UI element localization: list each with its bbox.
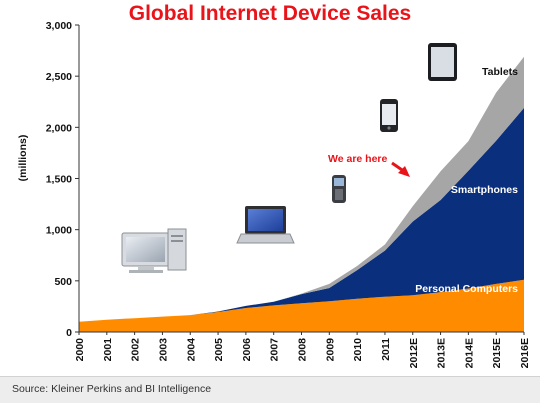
x-tick-label: 2015E (491, 338, 503, 368)
feature-phone-icon (332, 175, 346, 203)
x-tick-label: 2006 (241, 338, 253, 362)
x-tick-label: 2009 (324, 338, 336, 362)
y-tick-label: 0 (66, 327, 72, 339)
y-tick-labels: 0 500 1,000 1,500 2,000 2,500 3,000 (46, 20, 72, 339)
area-personal-computers (79, 279, 524, 332)
x-tick-label: 2005 (213, 338, 225, 362)
x-tick-label: 2014E (463, 338, 475, 368)
chart-title: Global Internet Device Sales (128, 2, 412, 25)
x-tick-label: 2008 (297, 338, 309, 362)
y-axis-label: (millions) (17, 135, 29, 182)
series-label-personal-computers: Personal Computers (415, 283, 518, 295)
annotation-arrow (391, 161, 410, 177)
area-layers (79, 56, 524, 332)
desktop-computer-icon (121, 228, 187, 273)
x-tick-label: 2016E (519, 338, 531, 368)
x-tick-label: 2002 (130, 338, 142, 362)
axes (75, 24, 525, 335)
x-tick-label: 2004 (185, 338, 197, 362)
x-tick-label: 2000 (74, 338, 86, 362)
series-label-smartphones: Smartphones (451, 184, 518, 196)
x-tick-label: 2012E (408, 338, 420, 368)
area-smartphones (79, 107, 524, 322)
x-tick-label: 2013E (436, 338, 448, 368)
y-tick-label: 3,000 (46, 20, 72, 32)
y-tick-label: 500 (54, 276, 72, 288)
x-tick-labels: 2000 2001 2002 2003 2004 2005 2006 2007 2008 2009… (74, 338, 531, 369)
x-tick-label: 2011 (380, 338, 392, 361)
x-tick-label: 2010 (352, 338, 364, 362)
x-tick-label: 2007 (269, 338, 281, 362)
area-tablets (79, 56, 524, 322)
y-tick-label: 2,500 (46, 71, 72, 83)
series-label-tablets: Tablets (482, 66, 518, 78)
y-tick-label: 2,000 (46, 122, 72, 134)
y-tick-label: 1,000 (46, 225, 72, 237)
we-are-here-annotation: We are here (328, 153, 387, 165)
x-tick-label: 2001 (102, 338, 114, 362)
source-note: Source: Kleiner Perkins and BI Intellige… (12, 383, 212, 395)
source-bar: Source: Kleiner Perkins and BI Intellige… (0, 376, 540, 403)
y-tick-label: 1,500 (46, 174, 72, 186)
smartphone-icon (380, 99, 398, 132)
tablet-icon (428, 43, 457, 81)
x-tick-label: 2003 (157, 338, 169, 362)
laptop-icon (236, 206, 295, 244)
